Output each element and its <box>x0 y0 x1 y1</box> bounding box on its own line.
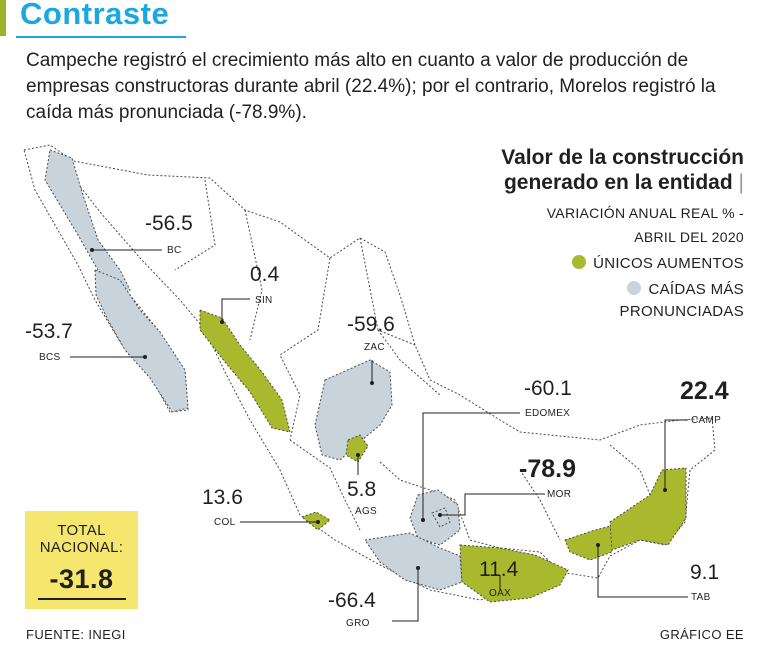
abbr-tab: TAB <box>691 592 711 603</box>
state-ags <box>345 434 369 463</box>
abbr-bcs: BCS <box>39 352 61 363</box>
value-sin: 0.4 <box>250 263 280 286</box>
legend-item-increase: ÚNICOS AUMENTOS <box>501 253 744 275</box>
marker-bcs <box>143 355 147 359</box>
state-bcs <box>94 269 189 413</box>
state-oax <box>459 544 569 603</box>
legend-title-line2-text: generado en la entidad <box>503 171 733 194</box>
value-bc: -56.5 <box>145 212 193 235</box>
abbr-bc: BC <box>167 245 182 256</box>
state-border <box>379 461 471 541</box>
marker-camp <box>663 488 667 492</box>
abbr-camp: CAMP <box>691 415 722 426</box>
abbr-oax: OAX <box>489 588 512 599</box>
abbr-gro: GRO <box>346 618 370 629</box>
value-oax: 11.4 <box>479 558 519 581</box>
legend-decline-line1-row: CAÍDAS MÁS <box>501 279 744 301</box>
total-underline <box>37 598 126 600</box>
total-label-line1: TOTAL <box>57 522 106 539</box>
legend-title: Valor de la construcción generado en la … <box>501 145 744 195</box>
leader-gro <box>392 568 419 622</box>
value-ags: 5.8 <box>347 478 377 501</box>
value-gro: -66.4 <box>328 589 376 612</box>
value-col: 13.6 <box>202 486 243 509</box>
marker-edomex <box>421 518 425 522</box>
increase-swatch <box>572 255 587 269</box>
marker-bc <box>90 248 94 252</box>
legend-title-bar: | <box>738 171 744 194</box>
state-border <box>289 439 361 531</box>
decline-swatch <box>627 281 642 295</box>
marker-col <box>316 520 320 524</box>
legend-subtitle-line2: ABRIL DEL 2020 <box>634 229 744 245</box>
page-title: Contraste <box>20 0 170 31</box>
state-border <box>377 329 441 396</box>
legend-decline-line2: PRONUNCIADAS <box>619 303 744 320</box>
state-border <box>174 179 216 271</box>
marker-zac <box>370 381 374 385</box>
leader-sin <box>221 298 250 322</box>
leader-edomex <box>422 412 520 520</box>
title-accent-bar <box>0 0 6 36</box>
value-edomex: -60.1 <box>524 377 572 400</box>
source-credit: FUENTE: INEGI <box>26 627 126 642</box>
legend-title-line2: generado en la entidad | <box>501 170 744 195</box>
marker-sin <box>220 320 224 324</box>
value-zac: -59.6 <box>347 313 395 336</box>
marker-gro <box>416 566 420 570</box>
abbr-zac: ZAC <box>364 342 385 353</box>
abbr-mor: MOR <box>547 489 572 500</box>
value-tab: 9.1 <box>690 561 720 584</box>
legend: Valor de la construcción generado en la … <box>501 145 744 323</box>
legend-increase-label: ÚNICOS AUMENTOS <box>593 255 744 272</box>
leader-tab <box>597 545 688 598</box>
state-bc <box>44 149 131 296</box>
marker-tab <box>596 543 600 547</box>
state-border <box>609 444 661 521</box>
total-label-line2: NACIONAL: <box>39 539 124 556</box>
marker-ags <box>356 453 360 457</box>
state-tab <box>564 524 616 561</box>
value-camp: 22.4 <box>680 377 729 405</box>
value-mor: -78.9 <box>519 455 576 483</box>
state-col <box>300 511 331 531</box>
state-gro <box>364 532 463 591</box>
legend-subtitle: VARIACIÓN ANUAL REAL % - ABRIL DEL 2020 <box>501 201 744 249</box>
state-sin <box>199 309 291 433</box>
state-camp <box>609 467 687 551</box>
legend-subtitle-line1: VARIACIÓN ANUAL REAL % - <box>546 205 744 221</box>
abbr-edomex: EDOMEX <box>525 408 571 419</box>
total-label: TOTAL NACIONAL: <box>25 522 138 556</box>
legend-decline-line1: CAÍDAS MÁS <box>648 281 744 298</box>
state-zac <box>314 359 393 461</box>
marker-mor <box>438 513 442 517</box>
abbr-col: COL <box>214 517 236 528</box>
legend-title-line1: Valor de la construcción <box>501 146 744 169</box>
state-border <box>244 209 263 341</box>
state-border <box>519 469 561 541</box>
lead-paragraph: Campeche registró el crecimiento más alt… <box>26 50 716 123</box>
legend-item-decline: CAÍDAS MÁS PRONUNCIADAS <box>501 279 744 323</box>
leader-mor <box>440 493 545 516</box>
abbr-sin: SIN <box>255 295 273 306</box>
leader-camp <box>664 419 688 490</box>
total-value: -31.8 <box>49 564 114 594</box>
state-mor <box>431 507 451 528</box>
graphic-credit: GRÁFICO EE <box>659 627 744 642</box>
abbr-ags: AGS <box>355 506 378 517</box>
title-underline <box>16 36 186 38</box>
value-bcs: -53.7 <box>25 320 73 343</box>
state-border <box>279 257 331 441</box>
total-national-box: TOTAL NACIONAL: -31.8 <box>25 511 138 609</box>
